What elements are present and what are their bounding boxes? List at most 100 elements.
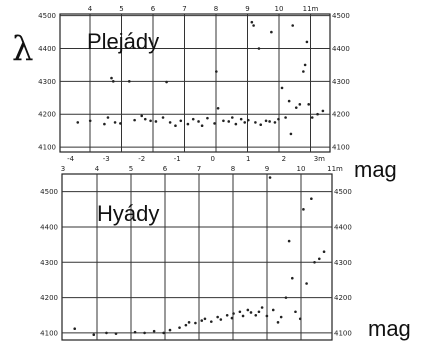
hyady-data-point [271,308,275,312]
plejady-data-point [119,122,122,125]
hyady-data-point [238,310,242,314]
plejady-xtick-top: 11m [303,5,319,13]
hyady-data-point [225,313,229,317]
plejady-xtick-top: 5 [119,5,123,13]
hyady-xtick-top: 5 [129,165,133,173]
hyady-data-point [322,250,326,254]
plejady-data-point [239,117,243,121]
hyady-data-point [241,314,245,318]
plejady-data-point [303,63,307,67]
hyady-data-point [310,197,313,201]
hyady-ytick-left: 4300 [40,259,58,267]
plejady-data-point [243,121,247,124]
plejady-data-point [289,132,293,136]
plejady-data-point [231,116,234,119]
plejady-xtick-bottom: -1 [174,155,181,163]
hyady-ytick-left: 4200 [40,294,58,302]
plejady-ytick-right: 4200 [332,111,350,119]
hyady-data-point [143,331,146,335]
plejady-ytick-left: 4300 [38,78,56,86]
plejady-ytick-left: 4200 [38,111,56,119]
plejady-ytick-right: 4100 [332,144,350,152]
hyady-chart: 4100 4100 4200 4200 4300 4300 4400 4400 4500 4500… [40,165,352,341]
plejady-data-point [264,119,268,123]
plejady-data-point [143,117,147,121]
hyady-xtick-top: 4 [95,165,100,173]
plejady-data-point [191,117,195,121]
hyady-ytick-left: 4100 [40,329,58,337]
plejady-data-point [186,122,190,126]
hyady-data-point [265,314,269,318]
plejady-xtick-bottom: 3m [314,155,325,163]
plejady-data-point [103,122,106,126]
plejady-xtick-top: 8 [214,5,218,13]
plejady-xtick-top: 10 [275,5,284,13]
plejady-data-point [254,121,257,124]
hyady-data-point [178,326,181,329]
plejady-data-point [316,112,319,116]
plejady-data-point [127,80,131,83]
plejady-data-point [234,122,238,126]
plejady-data-point [168,121,172,124]
plejady-data-point [252,24,255,27]
hyady-data-point [187,321,191,324]
hyady-data-point [317,257,321,261]
hyady-data-point [105,331,108,335]
hyady-data-point [92,333,96,337]
mag-label-bottom: mag [368,316,411,341]
plejady-data-point [298,103,302,106]
plejady-data-point [76,121,80,124]
hyady-data-point [152,329,156,333]
hyady-xtick-top: 3 [61,165,65,173]
hyady-title: Hyády [97,201,159,226]
plejady-data-point [321,109,325,113]
hyady-data-point [279,315,283,319]
hyady-data-point [203,317,207,321]
hyady-ytick-right: 4100 [334,329,352,337]
hyady-data-point [133,330,137,334]
hyady-data-point [168,328,172,332]
hyady-data-point [257,310,261,314]
plejady-data-point [165,80,168,84]
plejady-ytick-right: 4500 [332,12,350,20]
hyady-data-point [268,176,272,179]
plejady-data-point [161,116,165,119]
hyady-data-point [114,332,118,335]
plejady-title: Plejády [87,29,159,54]
plejady-data-point [273,121,277,124]
plejady-frame [59,13,331,153]
hyady-ytick-right: 4400 [334,223,352,231]
plejady-data-point [113,121,117,124]
plejady-data-point [200,124,204,128]
hyady-data-point [290,276,294,280]
plejady-data-point [174,124,177,128]
plejady-xtick-bottom: 0 [211,155,215,163]
plejady-ytick-left: 4400 [38,45,56,53]
plejady-data-point [268,120,271,123]
plejady-data-point [222,119,225,123]
plejady-xtick-bottom: -4 [67,155,75,163]
plejady-data-point [302,70,305,73]
plejady-xtick-bottom: -2 [138,155,145,163]
plejady-xtick-top: 7 [182,5,186,13]
hyady-data-point [184,323,188,327]
plejady-data-point [149,119,152,123]
plejady-data-point [88,119,92,123]
hyady-xtick-top: 8 [231,165,235,173]
plejady-xtick-top: 4 [88,5,93,13]
plejady-xtick-top: 9 [245,5,249,13]
plejady-data-point [307,103,310,106]
plejady-data-point [305,40,309,44]
hyady-data-point [246,308,250,312]
plejady-xtick-bottom: 2 [282,155,286,163]
hyady-data-point [219,318,223,321]
hyady-data-point [249,311,253,314]
plejady-xtick-top: 6 [151,5,156,13]
plejady-data-point [227,120,231,123]
hyady-data-point [230,316,234,320]
plejady-data-point [250,20,254,24]
plejady-data-point [140,114,144,118]
hyady-data-point [284,296,288,299]
plejady-data-point [133,118,136,122]
